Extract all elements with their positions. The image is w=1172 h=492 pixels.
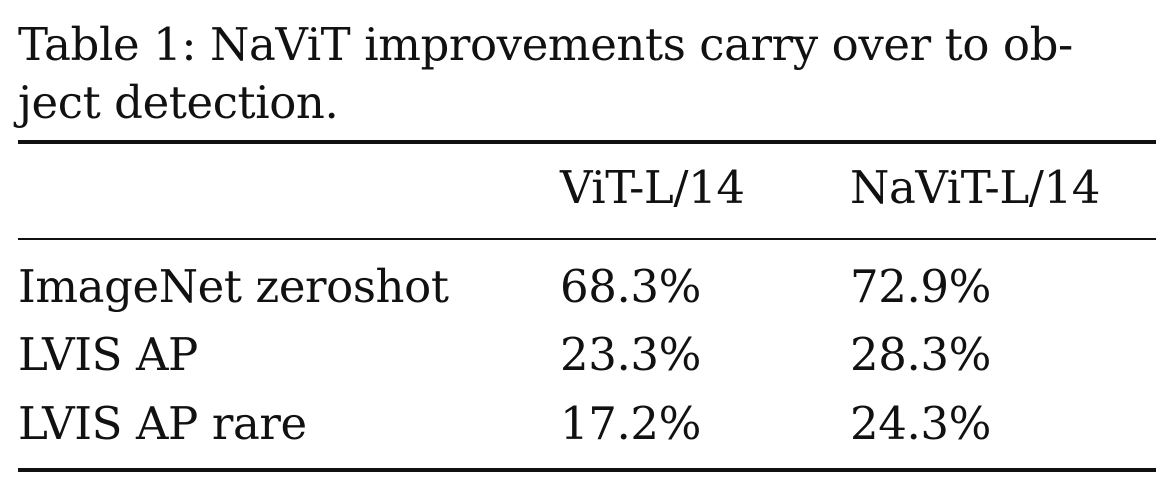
navit-value: 28.3% — [850, 328, 991, 381]
navit-value: 24.3% — [850, 397, 991, 450]
caption-line-1: Table 1: NaViT improvements carry over t… — [18, 18, 1073, 71]
vit-value: 23.3% — [560, 328, 701, 381]
row-label: LVIS AP — [18, 328, 198, 381]
vit-value: 68.3% — [560, 260, 701, 313]
header-rule — [18, 238, 1156, 240]
navit-value: 72.9% — [850, 260, 991, 313]
top-rule — [18, 140, 1156, 144]
vit-value: 17.2% — [560, 397, 701, 450]
column-header-vit: ViT-L/14 — [560, 161, 745, 214]
column-header-navit: NaViT-L/14 — [850, 161, 1101, 214]
row-label: LVIS AP rare — [18, 397, 307, 450]
row-label: ImageNet zeroshot — [18, 260, 449, 313]
caption-line-2: ject detection. — [18, 76, 339, 129]
table-caption: Table 1: NaViT improvements carry over t… — [18, 16, 1118, 132]
bottom-rule — [18, 468, 1156, 472]
